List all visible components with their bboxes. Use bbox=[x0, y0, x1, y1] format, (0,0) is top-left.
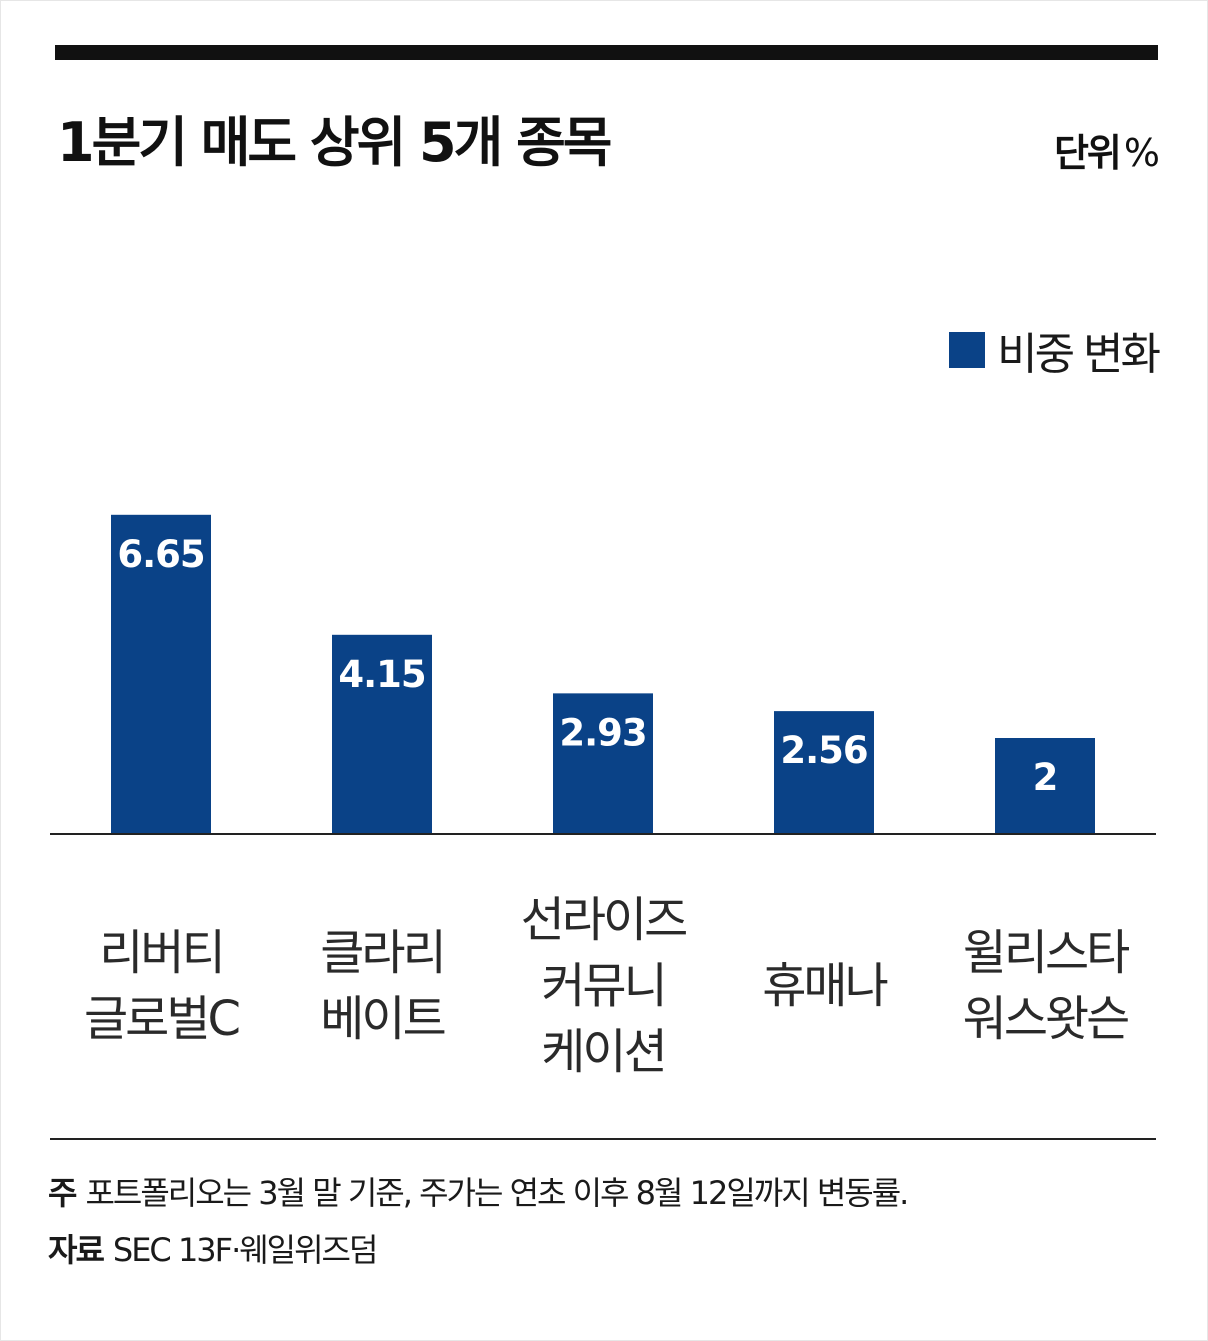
bar-value-label-1: 4.15 bbox=[338, 653, 425, 696]
bar-value-label-3: 2.56 bbox=[780, 729, 867, 772]
legend-swatch bbox=[949, 332, 986, 368]
source-label: 자료 bbox=[48, 1231, 105, 1269]
category-label-line: 리버티 bbox=[99, 925, 222, 981]
source-text: SEC 13F·웨일위즈덤 bbox=[112, 1231, 379, 1269]
category-label-line: 글로벌C bbox=[84, 991, 238, 1047]
category-label-line: 커뮤니 bbox=[541, 958, 664, 1014]
chart-title: 1분기 매도 상위 5개 종목 bbox=[57, 111, 612, 174]
category-label-line: 선라이즈 bbox=[521, 892, 686, 948]
source-note: 자료 SEC 13F·웨일위즈덤 bbox=[48, 1225, 379, 1271]
category-label-line: 클라리 bbox=[320, 925, 443, 981]
bar-1 bbox=[332, 634, 432, 834]
footnote-text: 포트폴리오는 3월 말 기준, 주가는 연초 이후 8월 12일까지 변동률. bbox=[85, 1174, 909, 1212]
category-label-line: 휴매나 bbox=[762, 958, 887, 1014]
category-label-line: 베이트 bbox=[320, 991, 444, 1047]
top-rule bbox=[55, 45, 1158, 60]
category-label-3: 휴매나 bbox=[762, 958, 887, 1014]
category-label-line: 워스왓슨 bbox=[963, 991, 1128, 1047]
bar-4 bbox=[995, 738, 1095, 834]
footnote-label: 주 bbox=[48, 1174, 77, 1212]
bar-2 bbox=[553, 693, 653, 834]
bar-0 bbox=[111, 514, 211, 834]
category-label-line: 케이션 bbox=[541, 1024, 664, 1080]
bar-value-label-2: 2.93 bbox=[559, 711, 646, 754]
unit-label-text: 단위 bbox=[1053, 131, 1122, 175]
bar-value-label-4: 2 bbox=[1033, 756, 1058, 799]
legend: 비중 변화 bbox=[949, 318, 1161, 382]
legend-label: 비중 변화 bbox=[997, 329, 1161, 380]
unit-label: 단위% bbox=[1053, 122, 1160, 177]
category-label-line: 윌리스타 bbox=[963, 925, 1129, 981]
bar-3 bbox=[774, 711, 874, 834]
footnote: 주 포트폴리오는 3월 말 기준, 주가는 연초 이후 8월 12일까지 변동률. bbox=[48, 1168, 909, 1214]
unit-symbol: % bbox=[1123, 131, 1160, 175]
bottom-rule bbox=[50, 1138, 1156, 1140]
bar-value-label-0: 6.65 bbox=[117, 533, 204, 576]
